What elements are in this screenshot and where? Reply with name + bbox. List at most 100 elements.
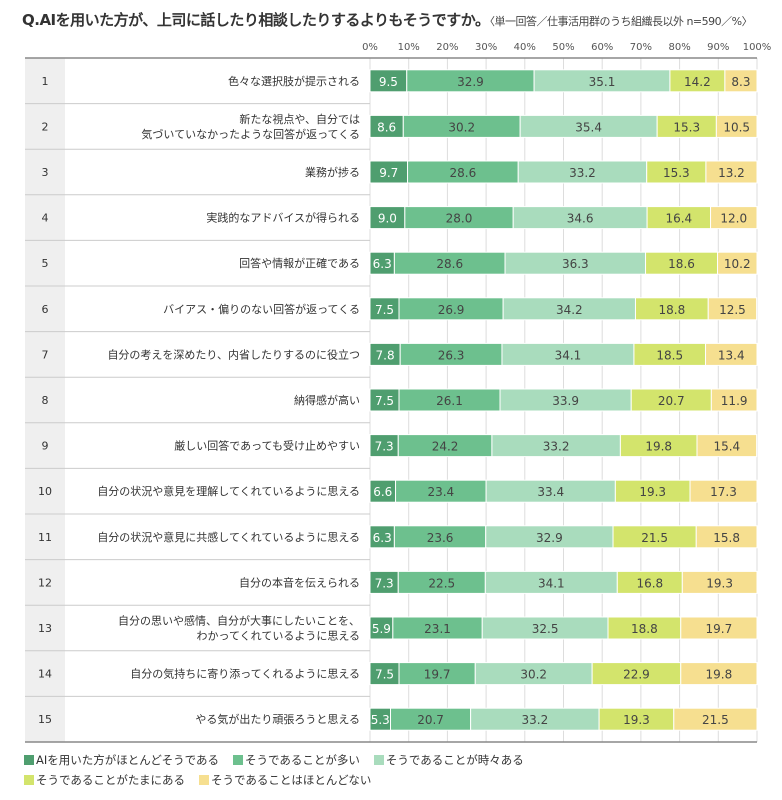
data-label: 12.0 bbox=[720, 212, 747, 226]
bar-segment bbox=[696, 434, 758, 458]
row-number: 9 bbox=[42, 440, 49, 453]
data-label: 26.1 bbox=[436, 394, 463, 408]
data-label: 33.2 bbox=[543, 440, 570, 454]
x-tick-label: 70% bbox=[630, 42, 652, 53]
legend-label: そうであることが多い bbox=[244, 753, 360, 767]
data-label: 8.3 bbox=[731, 75, 750, 89]
data-label: 11.9 bbox=[721, 394, 748, 408]
data-label: 19.8 bbox=[706, 668, 733, 682]
legend-row-2: そうであることがたまにある そうであることはほとんどない bbox=[24, 772, 385, 788]
data-label: 8.6 bbox=[377, 120, 396, 134]
data-label: 15.4 bbox=[713, 440, 740, 454]
legend-label: AIを用いた方がほとんどそうである bbox=[36, 753, 219, 767]
legend-item: そうであることが多い bbox=[232, 753, 360, 767]
data-label: 18.5 bbox=[656, 348, 683, 362]
data-label: 6.3 bbox=[373, 257, 392, 271]
bar-segment bbox=[705, 160, 758, 184]
data-label: 28.6 bbox=[436, 257, 463, 271]
data-label: 18.8 bbox=[659, 303, 686, 317]
data-label: 32.5 bbox=[532, 622, 559, 636]
x-tick-label: 60% bbox=[591, 42, 613, 53]
data-label: 26.9 bbox=[438, 303, 465, 317]
data-label: 35.4 bbox=[575, 120, 602, 134]
x-tick-label: 100% bbox=[743, 42, 772, 53]
data-label: 18.6 bbox=[668, 257, 695, 271]
data-label: 34.1 bbox=[555, 348, 582, 362]
category-label: 自分の本音を伝えられる bbox=[239, 575, 360, 589]
data-label: 7.5 bbox=[375, 303, 394, 317]
row-number: 4 bbox=[42, 212, 49, 225]
category-label: 自分の思いや感情、自分が大事にしたいことを、 bbox=[118, 614, 360, 628]
category-label: 実践的なアドバイスが得られる bbox=[206, 211, 360, 225]
category-label: 厳しい回答であっても受け止めやすい bbox=[174, 439, 360, 453]
legend-swatch bbox=[24, 755, 34, 765]
bar-segment bbox=[717, 251, 758, 275]
category-label: 新たな視点や、自分では bbox=[239, 112, 360, 126]
legend-label: そうであることが時々ある bbox=[385, 753, 524, 767]
data-label: 28.0 bbox=[446, 212, 473, 226]
legend-item: そうであることが時々ある bbox=[373, 753, 524, 767]
category-label: 自分の状況や意見に共感してくれているように思える bbox=[97, 530, 360, 544]
data-label: 22.9 bbox=[623, 668, 650, 682]
row-number: 1 bbox=[42, 75, 49, 88]
category-label: 自分の状況や意見を理解してくれているように思える bbox=[97, 484, 360, 498]
row-number: 15 bbox=[38, 713, 52, 726]
data-label: 19.3 bbox=[706, 576, 733, 590]
data-label: 15.3 bbox=[673, 120, 700, 134]
row-number: 12 bbox=[38, 576, 52, 589]
category-label: やる気が出たり頑張ろうと思える bbox=[195, 712, 360, 726]
row-number: 11 bbox=[38, 531, 52, 544]
bar-segment bbox=[680, 616, 758, 640]
data-label: 9.0 bbox=[378, 212, 397, 226]
data-label: 7.5 bbox=[375, 394, 394, 408]
data-label: 17.3 bbox=[710, 485, 737, 499]
chart-title: Q.AIを用いた方が、上司に話したり相談したりするよりもそうですか。〈単一回答／… bbox=[22, 9, 753, 30]
row-number: 5 bbox=[42, 257, 49, 270]
legend-swatch bbox=[232, 755, 243, 765]
row-number: 8 bbox=[42, 394, 49, 407]
bar-segment bbox=[695, 525, 758, 549]
x-tick-label: 20% bbox=[436, 42, 458, 53]
category-label: 業務が捗る bbox=[305, 165, 360, 179]
row-number: 3 bbox=[42, 166, 49, 179]
data-label: 23.6 bbox=[427, 531, 454, 545]
category-label: 自分の考えを深めたり、内省したりするのに役立つ bbox=[107, 347, 360, 361]
x-tick-label: 10% bbox=[398, 42, 420, 53]
data-label: 33.2 bbox=[522, 713, 549, 727]
row-number: 14 bbox=[38, 668, 52, 681]
data-label: 34.1 bbox=[538, 576, 565, 590]
data-label: 35.1 bbox=[589, 75, 616, 89]
row-number: 2 bbox=[42, 120, 49, 133]
bar-segment bbox=[681, 570, 758, 594]
data-label: 23.1 bbox=[424, 622, 451, 636]
category-label: 納得感が高い bbox=[294, 393, 360, 407]
data-label: 10.2 bbox=[724, 257, 751, 271]
data-label: 19.3 bbox=[639, 485, 666, 499]
bar-segment bbox=[710, 206, 758, 230]
bar-segment bbox=[689, 479, 758, 503]
data-label: 32.9 bbox=[457, 75, 484, 89]
bar-segment bbox=[673, 707, 758, 731]
legend-swatch bbox=[24, 775, 34, 785]
x-tick-label: 0% bbox=[362, 42, 378, 53]
legend-swatch bbox=[373, 755, 384, 765]
data-label: 19.3 bbox=[623, 713, 650, 727]
row-number: 10 bbox=[38, 485, 52, 498]
title-text: Q.AIを用いた方が、上司に話したり相談したりするよりもそうですか。 bbox=[22, 11, 490, 29]
data-label: 14.2 bbox=[684, 75, 711, 89]
data-label: 19.7 bbox=[706, 622, 733, 636]
x-tick-label: 40% bbox=[514, 42, 536, 53]
data-label: 24.2 bbox=[432, 440, 459, 454]
data-label: 30.2 bbox=[520, 668, 547, 682]
legend-swatch bbox=[199, 775, 210, 785]
bar-segment bbox=[724, 69, 758, 93]
legend-row-1: AIを用いた方がほとんどそうである そうであることが多い そうであることが時々ある bbox=[24, 752, 538, 768]
data-label: 5.3 bbox=[371, 713, 390, 727]
row-number: 13 bbox=[38, 622, 52, 635]
x-tick-label: 50% bbox=[552, 42, 574, 53]
data-label: 36.3 bbox=[562, 257, 589, 271]
bar-segment bbox=[680, 662, 758, 686]
data-label: 30.2 bbox=[448, 120, 475, 134]
bar-segment bbox=[705, 342, 758, 366]
